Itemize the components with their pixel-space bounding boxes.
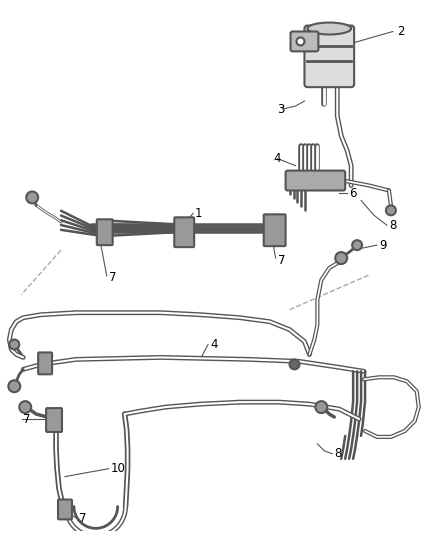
- Text: 7: 7: [109, 271, 116, 285]
- FancyBboxPatch shape: [46, 408, 62, 432]
- Text: 10: 10: [111, 462, 126, 475]
- Circle shape: [290, 359, 300, 369]
- Text: 6: 6: [349, 187, 357, 200]
- Circle shape: [386, 205, 396, 215]
- Text: 4: 4: [274, 152, 281, 165]
- FancyBboxPatch shape: [304, 26, 354, 87]
- Text: 3: 3: [278, 102, 285, 116]
- Ellipse shape: [307, 22, 351, 35]
- Circle shape: [19, 401, 31, 413]
- Text: 8: 8: [334, 447, 342, 461]
- FancyBboxPatch shape: [286, 171, 345, 190]
- Text: 4: 4: [210, 338, 218, 351]
- Circle shape: [297, 37, 304, 45]
- Circle shape: [352, 240, 362, 250]
- Circle shape: [315, 401, 327, 413]
- Text: 7: 7: [79, 512, 86, 525]
- Circle shape: [9, 340, 19, 350]
- FancyBboxPatch shape: [174, 217, 194, 247]
- Text: 2: 2: [397, 25, 404, 38]
- Text: 5: 5: [290, 169, 297, 182]
- FancyBboxPatch shape: [58, 499, 72, 519]
- Text: 9: 9: [379, 239, 386, 252]
- Circle shape: [26, 191, 38, 204]
- Text: 7: 7: [278, 254, 285, 266]
- Text: 7: 7: [23, 413, 31, 425]
- FancyBboxPatch shape: [290, 31, 318, 51]
- FancyBboxPatch shape: [38, 352, 52, 374]
- Circle shape: [335, 252, 347, 264]
- Text: 8: 8: [389, 219, 396, 232]
- FancyBboxPatch shape: [264, 214, 286, 246]
- Circle shape: [8, 380, 20, 392]
- Text: 1: 1: [195, 207, 203, 220]
- FancyBboxPatch shape: [97, 219, 113, 245]
